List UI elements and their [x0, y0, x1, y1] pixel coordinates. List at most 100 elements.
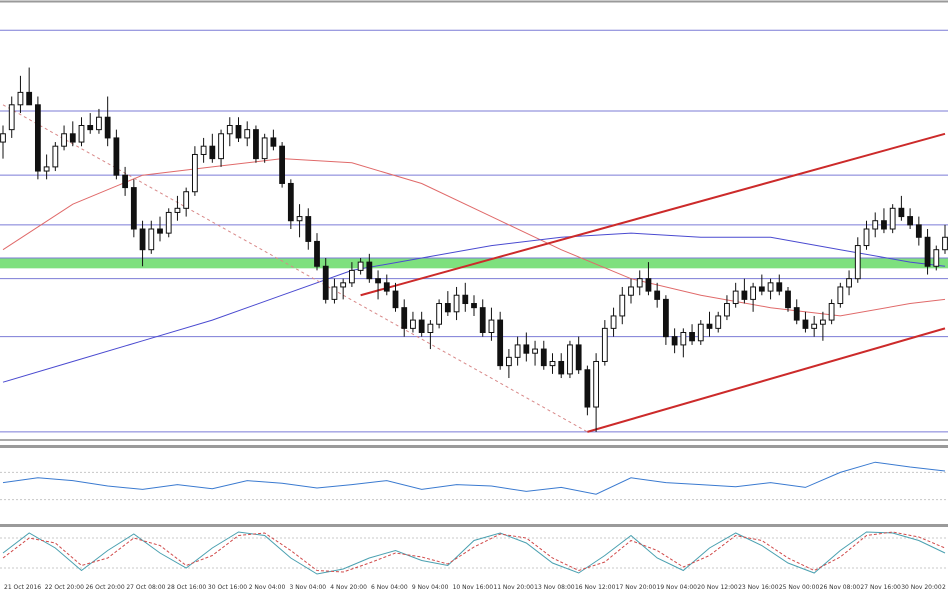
candle-body [244, 129, 251, 139]
candle-body [453, 294, 460, 313]
candle-body [78, 125, 85, 143]
candle-body [366, 261, 373, 280]
candle-body [226, 125, 233, 135]
candle-body [436, 303, 443, 325]
candle-body [130, 187, 137, 230]
candle-body [785, 290, 791, 309]
candle-body [741, 290, 748, 300]
candle-body [270, 137, 277, 147]
candle-body [61, 133, 67, 147]
candle-body [593, 360, 600, 408]
x-tick-label: 3 Nov 04:00 [289, 584, 326, 591]
candle-body [671, 336, 678, 346]
x-tick-label: 30 Oct 16:00 [208, 584, 247, 591]
x-tick-label: 23 Nov 16:00 [738, 584, 779, 591]
candle-body [819, 319, 826, 325]
candle-body [200, 145, 207, 155]
candle-body [52, 145, 59, 168]
candle-body [689, 332, 695, 342]
candle-body [218, 133, 224, 160]
moving-average-fast [2, 158, 946, 317]
candle-body [828, 303, 835, 321]
candle-body [793, 307, 800, 321]
x-tick-label: 9 Nov 04:00 [412, 584, 449, 591]
candle-body [8, 104, 15, 131]
candle-body [96, 116, 102, 131]
candle-body [497, 319, 504, 367]
x-tick-label: 6 Nov 04:00 [371, 584, 408, 591]
candle-body [69, 133, 76, 143]
candle-body [479, 307, 486, 334]
candle-body [418, 319, 425, 333]
trend-channel-line [360, 132, 946, 297]
candle-body [907, 216, 914, 226]
x-tick-label: 2 Nov 04:00 [249, 584, 286, 591]
x-tick-label: 17 Nov 20:00 [616, 584, 657, 591]
x-tick-label: 10 Nov 16:00 [453, 584, 494, 591]
candle-body [697, 323, 704, 342]
candle-body [279, 145, 286, 184]
candle-body [837, 286, 844, 305]
candle-body [514, 344, 521, 358]
x-tick-label: 27 Oct 08:00 [126, 584, 165, 591]
x-tick-label: 20 Nov 12:00 [697, 584, 738, 591]
candle-body [933, 249, 940, 267]
candle-body [758, 286, 765, 292]
oscillator-panel [0, 461, 948, 501]
candle-body [767, 282, 774, 292]
oscillator-line [2, 461, 946, 495]
x-tick-label: 13 Nov 08:00 [534, 584, 575, 591]
candle-body [235, 125, 242, 139]
candle-body [706, 323, 713, 329]
candle-body [401, 307, 408, 329]
candle-body [846, 278, 852, 288]
candle-body [715, 315, 722, 329]
candle-body [34, 104, 41, 172]
candle-body [872, 220, 879, 230]
candle-body [523, 344, 530, 354]
x-tick-label: 26 Nov 08:00 [820, 584, 861, 591]
candle-body [410, 319, 416, 329]
trendline-dotted [2, 104, 588, 433]
candle-body [331, 286, 338, 300]
candle-body [322, 265, 329, 300]
x-tick-label: 2 Dec 04:00 [942, 584, 948, 591]
stochastic-d-line [2, 531, 946, 573]
candle-body [157, 228, 163, 234]
candle-body [540, 348, 547, 367]
candle-body [619, 294, 626, 317]
candle-body [750, 286, 757, 300]
candle-body [732, 290, 739, 305]
candle-body [113, 137, 120, 176]
candle-body [165, 211, 172, 234]
candle-body [305, 216, 312, 242]
candle-body [549, 360, 556, 367]
candle-body [811, 323, 818, 329]
candle-body [628, 286, 634, 296]
candle-body [104, 116, 111, 139]
candle-body [444, 303, 451, 313]
moving-average-slow [2, 232, 946, 383]
stochastic-k-line [2, 531, 946, 575]
candle-body [802, 319, 809, 329]
candle-body [567, 344, 573, 375]
candle-body [340, 282, 347, 288]
x-tick-label: 22 Oct 20:00 [45, 584, 84, 591]
candle-body [0, 133, 6, 143]
candle-body [610, 315, 617, 329]
x-axis: 21 Oct 2016 22 Oct 20:00 26 Oct 20:00 27 Oc… [4, 584, 948, 591]
candle-body [209, 145, 216, 160]
candle-body [471, 303, 477, 309]
candle-body [776, 282, 783, 292]
candle-body [383, 282, 390, 292]
x-tick-label: 19 Nov 04:00 [657, 584, 698, 591]
candle-body [654, 290, 661, 300]
x-tick-label: 25 Nov 00:00 [779, 584, 820, 591]
x-tick-label: 4 Nov 20:00 [330, 584, 367, 591]
candle-body [174, 207, 181, 213]
candle-body [122, 174, 129, 189]
candle-body [636, 278, 643, 288]
candle-body [314, 240, 320, 267]
candle-body [863, 228, 870, 247]
